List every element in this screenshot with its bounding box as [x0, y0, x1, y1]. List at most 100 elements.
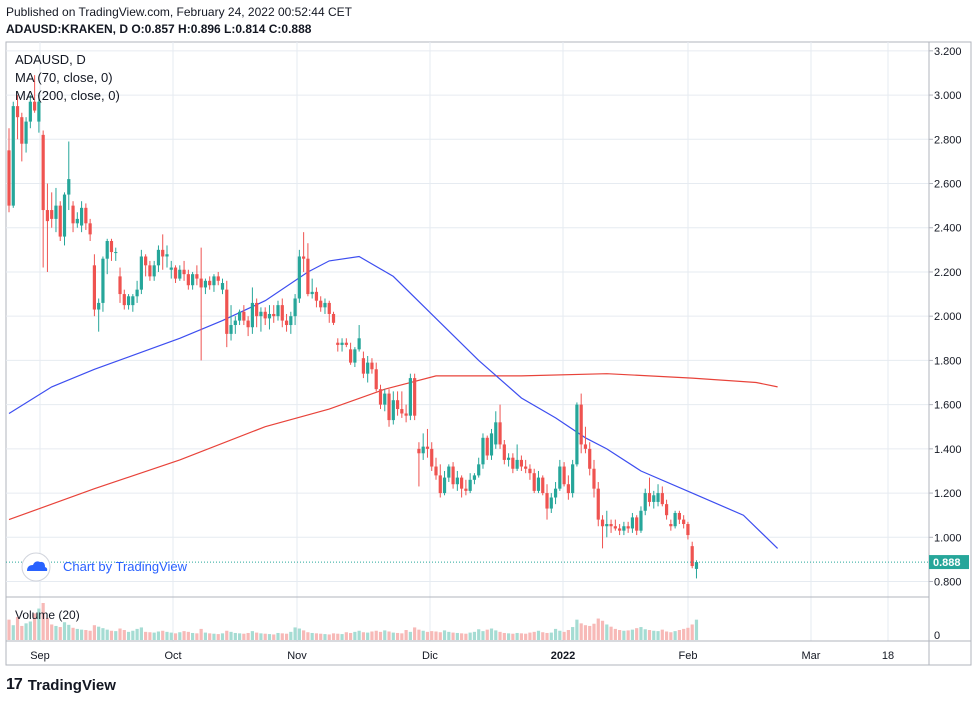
candle-body	[203, 280, 208, 288]
candle-body	[579, 404, 583, 445]
cloud-icon	[27, 561, 48, 571]
candle-body	[524, 466, 528, 469]
candle-body	[485, 437, 489, 456]
volume-bar	[588, 625, 592, 640]
volume-bar	[289, 631, 293, 640]
volume-bar	[135, 628, 139, 640]
legend-ma200[interactable]: MA (200, close, 0)	[15, 88, 120, 103]
volume-bar	[686, 627, 690, 640]
candle-body	[310, 291, 314, 295]
candle-body	[613, 526, 617, 529]
candle-body	[161, 249, 165, 257]
candle-body	[229, 325, 233, 334]
candle-body	[442, 477, 447, 494]
volume-bar	[11, 625, 15, 640]
candle-body	[156, 249, 161, 266]
candle-body	[430, 448, 434, 467]
candle-body	[250, 302, 254, 328]
volume-bar	[319, 633, 323, 640]
candle-body	[553, 488, 558, 498]
volume-bar	[566, 630, 570, 640]
volume-bar	[114, 631, 118, 640]
volume-bar	[144, 631, 148, 640]
candle-body	[387, 393, 391, 421]
volume-bar	[88, 630, 92, 640]
volume-bar	[536, 630, 541, 640]
published-line: Published on TradingView.com, February 2…	[6, 5, 352, 19]
volume-bar	[118, 628, 122, 640]
candle-body	[331, 313, 336, 323]
candle-body	[233, 320, 237, 326]
volume-bar	[370, 631, 374, 640]
candle-body	[79, 207, 84, 226]
volume-bar	[297, 628, 301, 640]
volume-bar	[451, 632, 455, 640]
volume-bar	[233, 632, 237, 640]
candle-body	[494, 422, 498, 445]
candle-body	[571, 464, 575, 494]
candle-body	[498, 422, 502, 445]
volume-bar	[600, 620, 605, 640]
volume-bar	[340, 634, 344, 640]
price-tick-label: 3.200	[934, 46, 962, 58]
candle-body	[20, 117, 24, 144]
volume-bar	[596, 618, 600, 640]
candle-body	[92, 265, 96, 310]
volume-bar	[464, 633, 468, 640]
volume-bar	[643, 629, 647, 640]
candle-body	[280, 305, 284, 321]
candle-body	[677, 512, 681, 520]
candle-body	[246, 320, 250, 328]
volume-bar	[664, 631, 669, 640]
volume-bar	[314, 633, 319, 640]
volume-bar	[635, 628, 639, 640]
candle-body	[413, 378, 417, 416]
candle-body	[626, 526, 630, 529]
candle-body	[71, 205, 75, 224]
candle-body	[481, 437, 485, 465]
candle-body	[622, 526, 626, 531]
candle-body	[302, 256, 306, 259]
legend-ma70[interactable]: MA (70, close, 0)	[15, 70, 113, 85]
volume-bar	[434, 631, 438, 640]
candle-body	[472, 475, 477, 480]
volume-label: Volume (20)	[15, 608, 80, 622]
price-tick-label: 3.000	[934, 90, 962, 102]
volume-bars	[7, 603, 699, 640]
volume-bar	[97, 626, 101, 640]
candle-body	[686, 524, 690, 536]
tradingview-watermark[interactable]: Chart by TradingView	[21, 552, 188, 582]
price-tick-label: 1.200	[934, 488, 962, 500]
volume-bar	[575, 619, 579, 640]
candle-body	[195, 274, 199, 279]
volume-bar	[361, 632, 366, 640]
price-axis[interactable]: 3.200 3.000 2.800 2.600 2.400 2.200 2.000 1.800…	[929, 46, 962, 642]
time-tick-label: Dic	[422, 650, 438, 662]
volume-bar	[383, 630, 387, 640]
candle-body	[635, 517, 639, 531]
candle-body	[135, 289, 139, 297]
volume-bar	[33, 613, 37, 640]
candle-body	[101, 258, 105, 303]
time-axis[interactable]: Sep Oct Nov Dic 2022 Feb Mar 18	[30, 650, 894, 662]
volume-bar	[336, 633, 340, 640]
volume-bar	[161, 630, 165, 640]
volume-bar	[293, 627, 297, 640]
volume-bar	[101, 628, 105, 640]
candle-body	[165, 254, 169, 257]
volume-bar	[250, 631, 254, 640]
volume-bar	[220, 633, 225, 640]
candle-body	[451, 466, 455, 485]
volume-bar	[84, 630, 88, 640]
volume-bar	[524, 633, 528, 640]
candle-body	[374, 369, 378, 390]
candle-body	[673, 512, 677, 527]
footer-brand[interactable]: 17 TradingView	[6, 676, 116, 694]
grid	[6, 42, 929, 641]
candle-body	[366, 362, 370, 374]
candle-body	[323, 302, 327, 308]
volume-bar	[28, 621, 32, 640]
volume-bar	[24, 623, 28, 640]
time-tick-label: Feb	[679, 650, 698, 662]
